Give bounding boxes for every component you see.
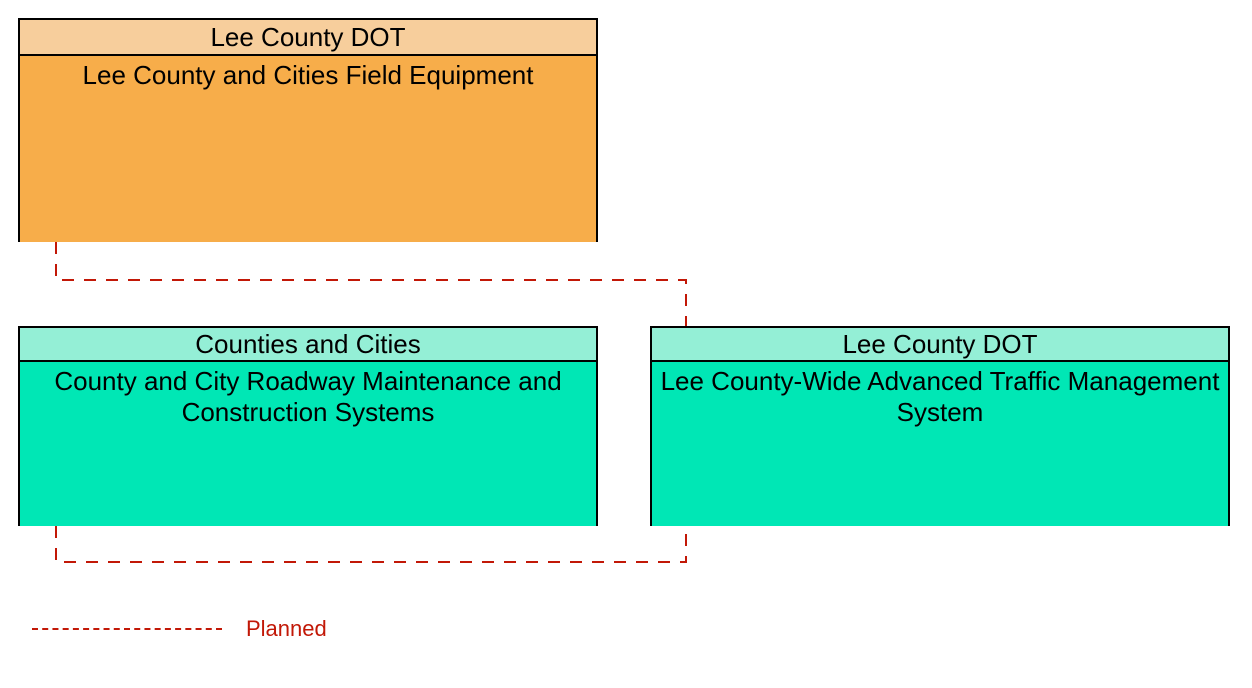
node-atms-header-label: Lee County DOT <box>842 329 1037 360</box>
node-maint-systems: Counties and Cities County and City Road… <box>18 326 598 526</box>
edge-field-equipment-to-atms <box>56 242 686 326</box>
edge-maint-systems-to-atms <box>56 526 686 562</box>
node-field-equipment-body: Lee County and Cities Field Equipment <box>20 56 596 242</box>
node-atms: Lee County DOT Lee County-Wide Advanced … <box>650 326 1230 526</box>
node-atms-body: Lee County-Wide Advanced Traffic Managem… <box>652 362 1228 526</box>
node-field-equipment-header: Lee County DOT <box>20 20 596 56</box>
legend-label: Planned <box>246 616 327 642</box>
diagram-canvas: Lee County DOT Lee County and Cities Fie… <box>0 0 1252 688</box>
node-maint-systems-header: Counties and Cities <box>20 328 596 362</box>
node-maint-systems-body: County and City Roadway Maintenance and … <box>20 362 596 526</box>
legend-line <box>32 628 222 630</box>
node-field-equipment: Lee County DOT Lee County and Cities Fie… <box>18 18 598 242</box>
node-maint-systems-header-label: Counties and Cities <box>195 329 420 360</box>
node-field-equipment-header-label: Lee County DOT <box>210 22 405 53</box>
node-atms-header: Lee County DOT <box>652 328 1228 362</box>
legend: Planned <box>32 616 327 642</box>
node-atms-body-label: Lee County-Wide Advanced Traffic Managem… <box>661 366 1220 427</box>
node-maint-systems-body-label: County and City Roadway Maintenance and … <box>54 366 561 427</box>
node-field-equipment-body-label: Lee County and Cities Field Equipment <box>83 60 534 90</box>
